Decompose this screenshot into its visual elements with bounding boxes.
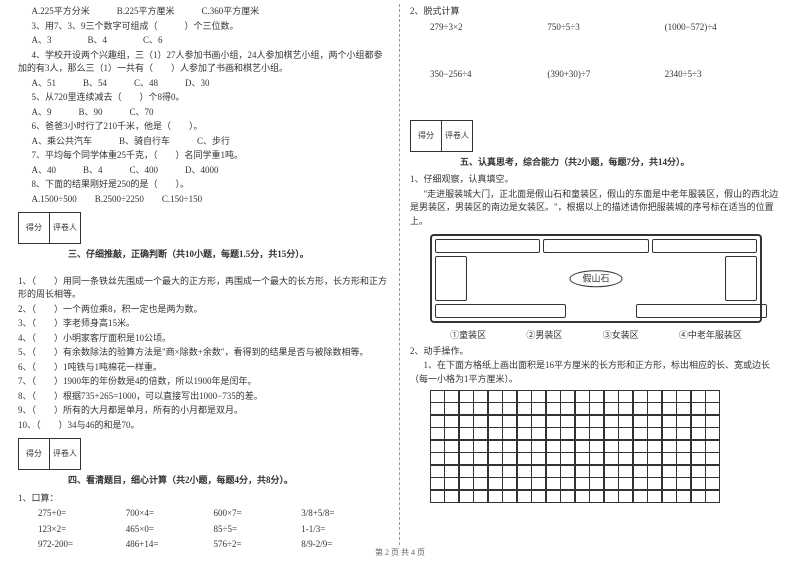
q3: 3、用7、3、9三个数字可组成（ ）个三位数。 xyxy=(18,20,389,34)
q6: 6、爸爸3小时行了210千米，他是（ ）。 xyxy=(18,120,389,134)
expr-row-2: 350−256÷4 (390+30)÷7 2340÷5÷3 xyxy=(430,68,782,82)
expr-row-1: 279÷3×2 750÷5÷3 (1000−572)÷4 xyxy=(430,21,782,35)
expr-cell: 750÷5÷3 xyxy=(547,21,664,35)
layout-diagram: 假山石 xyxy=(430,234,762,323)
expr-cell: (1000−572)÷4 xyxy=(665,21,782,35)
calc-cell: 576÷2= xyxy=(214,538,302,552)
score-cell-reviewer: 评卷人 xyxy=(49,438,81,470)
j7: 7、（ ）1900年的年份数是4的倍数，所以1900年是闰年。 xyxy=(18,375,389,389)
score-cell-reviewer: 评卷人 xyxy=(49,212,81,244)
calc2: 2、脱式计算 xyxy=(410,5,782,19)
calc-row-2: 123×2= 465×0= 85÷5= 1-1/3= xyxy=(38,523,389,537)
score-cell-reviewer: 评卷人 xyxy=(441,120,473,152)
calc-cell: 1-1/3= xyxy=(301,523,389,537)
expr-cell: (390+30)÷7 xyxy=(547,68,664,82)
label-2: ②男装区 xyxy=(526,329,562,343)
calc-cell: 600×7= xyxy=(214,507,302,521)
score-cell-score: 得分 xyxy=(18,212,50,244)
section-3-title: 三、仔细推敲，正确判断（共10小题，每题1.5分，共15分）。 xyxy=(18,248,389,262)
score-box-3: 得分 评卷人 xyxy=(18,212,389,244)
label-1: ①童装区 xyxy=(450,329,486,343)
q8-opts: A.1500÷500 B.2500÷2250 C.150÷150 xyxy=(18,193,389,207)
j4: 4、（ ）小明家客厅面积是10公顷。 xyxy=(18,332,389,346)
j5: 5、（ ）有余数除法的验算方法是"商×除数+余数"，看得到的结果是否与被除数相等… xyxy=(18,346,389,360)
p2: 2、动手操作。 xyxy=(410,345,782,359)
calc-row-1: 275+0= 700×4= 600×7= 3/8+5/8= xyxy=(38,507,389,521)
q6-opts: A、乘公共汽车 B、骑自行车 C、步行 xyxy=(18,135,389,149)
label-4: ④中老年服装区 xyxy=(679,329,742,343)
label-3: ③女装区 xyxy=(603,329,639,343)
calc-cell: 8/9-2/9= xyxy=(301,538,389,552)
q8: 8、下面的结果刚好是250的是（ ）。 xyxy=(18,178,389,192)
q4: 4、学校开设两个兴趣组，三（1）27人参加书画小组，24人参加棋艺小组，两个小组… xyxy=(18,49,389,76)
section-5-title: 五、认真思考，综合能力（共2小题，每题7分，共14分）。 xyxy=(410,156,782,170)
calc-cell: 700×4= xyxy=(126,507,214,521)
expr-cell: 279÷3×2 xyxy=(430,21,547,35)
diagram-center: 假山石 xyxy=(569,270,622,288)
expr-cell: 350−256÷4 xyxy=(430,68,547,82)
calc-row-3: 972-200= 486+14= 576÷2= 8/9-2/9= xyxy=(38,538,389,552)
q2-options: A.225平方分米 B.225平方厘米 C.360平方厘米 xyxy=(18,5,389,19)
score-box-4: 得分 评卷人 xyxy=(18,438,389,470)
calc-cell: 85÷5= xyxy=(214,523,302,537)
q5: 5、从720里连续减去（ ）个8得0。 xyxy=(18,91,389,105)
q7: 7、平均每个同学体重25千克，（ ）名同学重1吨。 xyxy=(18,149,389,163)
grid-paper xyxy=(430,390,730,503)
q4-opts: A、51 B、54 C、48 D、30 xyxy=(18,77,389,91)
p1: 1、仔细观察，认真填空。 xyxy=(410,173,782,187)
j9: 9、（ ）所有的大月都是单月，所有的小月都是双月。 xyxy=(18,404,389,418)
calc-cell: 486+14= xyxy=(126,538,214,552)
calc-cell: 3/8+5/8= xyxy=(301,507,389,521)
score-cell-score: 得分 xyxy=(410,120,442,152)
section-4-title: 四、看清题目，细心计算（共2小题，每题4分，共8分）。 xyxy=(18,474,389,488)
diagram-labels: ①童装区 ②男装区 ③女装区 ④中老年服装区 xyxy=(430,329,762,343)
j3: 3、（ ）李老师身高15米。 xyxy=(18,317,389,331)
expr-cell: 2340÷5÷3 xyxy=(665,68,782,82)
j1: 1、（ ）用同一条铁丝先围成一个最大的正方形，再围成一个最大的长方形，长方形和正… xyxy=(18,275,389,302)
calc-cell: 123×2= xyxy=(38,523,126,537)
j6: 6、（ ）1吨铁与1吨棉花一样重。 xyxy=(18,361,389,375)
p2-text: 1、在下面方格纸上画出面积是16平方厘米的长方形和正方形，标出相应的长、宽或边长… xyxy=(410,359,782,386)
j8: 8、（ ）根据735+265=1000，可以直接写出1000−735的差。 xyxy=(18,390,389,404)
calc-cell: 465×0= xyxy=(126,523,214,537)
calc-cell: 972-200= xyxy=(38,538,126,552)
calc1: 1、口算： xyxy=(18,492,389,506)
p1-text: "走进服装城大门，正北面是假山石和童装区，假山的东面是中老年服装区，假山的西北边… xyxy=(410,188,782,229)
calc-cell: 275+0= xyxy=(38,507,126,521)
q3-opts: A、3 B、4 C、6 xyxy=(18,34,389,48)
q7-opts: A、40 B、4 C、400 D、4000 xyxy=(18,164,389,178)
score-cell-score: 得分 xyxy=(18,438,50,470)
j2: 2、（ ）一个两位乘8，积一定也是两为数。 xyxy=(18,303,389,317)
j10: 10、（ ）34与46的和是70。 xyxy=(18,419,389,433)
score-box-5: 得分 评卷人 xyxy=(410,120,782,152)
q5-opts: A、9 B、90 C、70 xyxy=(18,106,389,120)
